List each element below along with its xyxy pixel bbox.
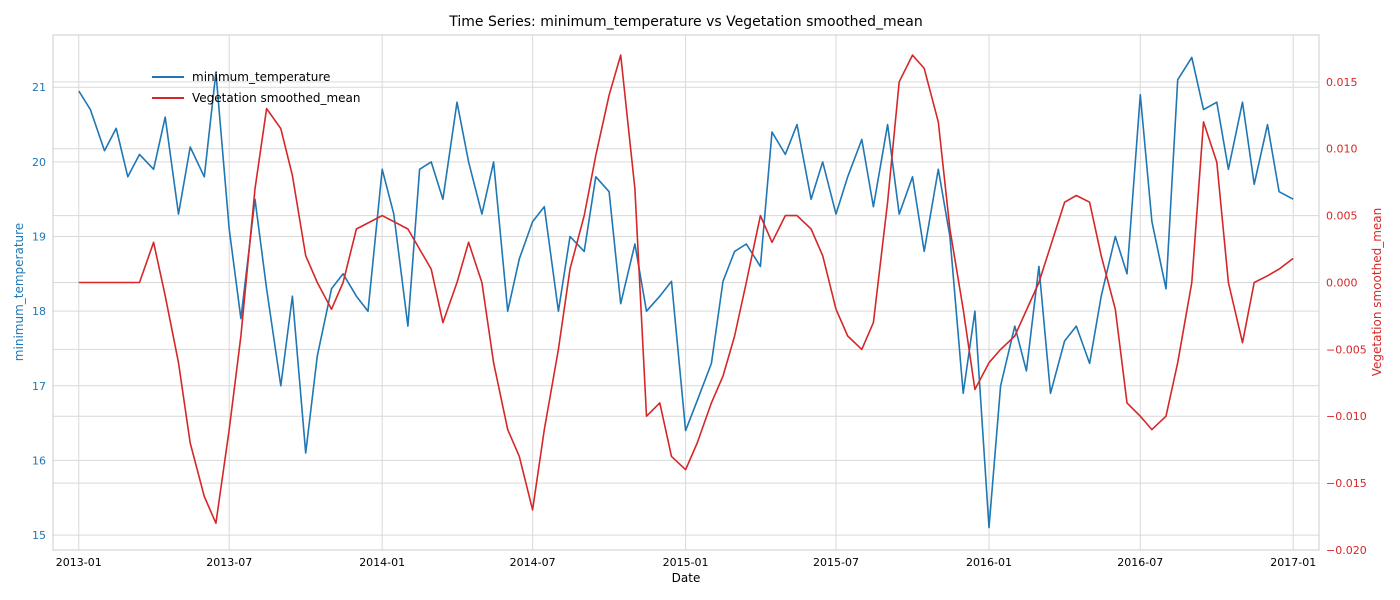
- x-tick-label-1: 2013-07: [206, 556, 252, 569]
- vegetation-series-line: [78, 54, 1294, 525]
- x-tick-label-8: 2017-01: [1270, 556, 1316, 569]
- legend-label-temperature: minimum_temperature: [192, 70, 330, 84]
- right-y-axis-label: Vegetation smoothed_mean: [1370, 208, 1384, 377]
- left-y-tick-label-4: 19: [32, 231, 46, 244]
- right-y-tick-label-0: −0.020: [1326, 544, 1367, 557]
- left-y-tick-label-6: 21: [32, 81, 46, 94]
- chart-title: Time Series: minimum_temperature vs Vege…: [448, 14, 922, 30]
- x-tick-label-6: 2016-01: [966, 556, 1012, 569]
- temperature-series-line: [78, 56, 1294, 529]
- left-y-tick-label-0: 15: [32, 529, 46, 542]
- right-y-tick-label-6: 0.010: [1326, 143, 1358, 156]
- x-tick-label-4: 2015-01: [663, 556, 709, 569]
- grid-layer: [53, 35, 1319, 551]
- plot-frame: [52, 34, 1320, 551]
- x-axis-label: Date: [672, 571, 701, 585]
- right-y-tick-label-5: 0.005: [1326, 210, 1358, 223]
- x-tick-label-7: 2016-07: [1117, 556, 1163, 569]
- legend-label-vegetation: Vegetation smoothed_mean: [192, 91, 361, 105]
- series-layer: [78, 54, 1294, 529]
- right-y-tick-label-4: 0.000: [1326, 276, 1358, 289]
- left-y-tick-label-3: 18: [32, 305, 46, 318]
- x-tick-label-2: 2014-01: [359, 556, 405, 569]
- right-y-tick-label-2: −0.010: [1326, 410, 1367, 423]
- right-y-tick-label-1: −0.015: [1326, 477, 1367, 490]
- right-y-tick-label-3: −0.005: [1326, 343, 1367, 356]
- x-tick-label-5: 2015-07: [813, 556, 859, 569]
- tick-layer: 2013-01 2013-07 2014-01 2014-07 2015-01 2015-…: [32, 76, 1367, 569]
- left-y-tick-label-1: 16: [32, 454, 46, 467]
- x-tick-label-0: 2013-01: [56, 556, 102, 569]
- left-y-tick-label-2: 17: [32, 380, 46, 393]
- right-y-tick-label-7: 0.015: [1326, 76, 1358, 89]
- left-y-axis-label: minimum_temperature: [12, 223, 26, 361]
- legend: minimum_temperature Vegetation smoothed_…: [152, 70, 361, 105]
- left-y-tick-label-5: 20: [32, 156, 46, 169]
- x-tick-label-3: 2014-07: [510, 556, 556, 569]
